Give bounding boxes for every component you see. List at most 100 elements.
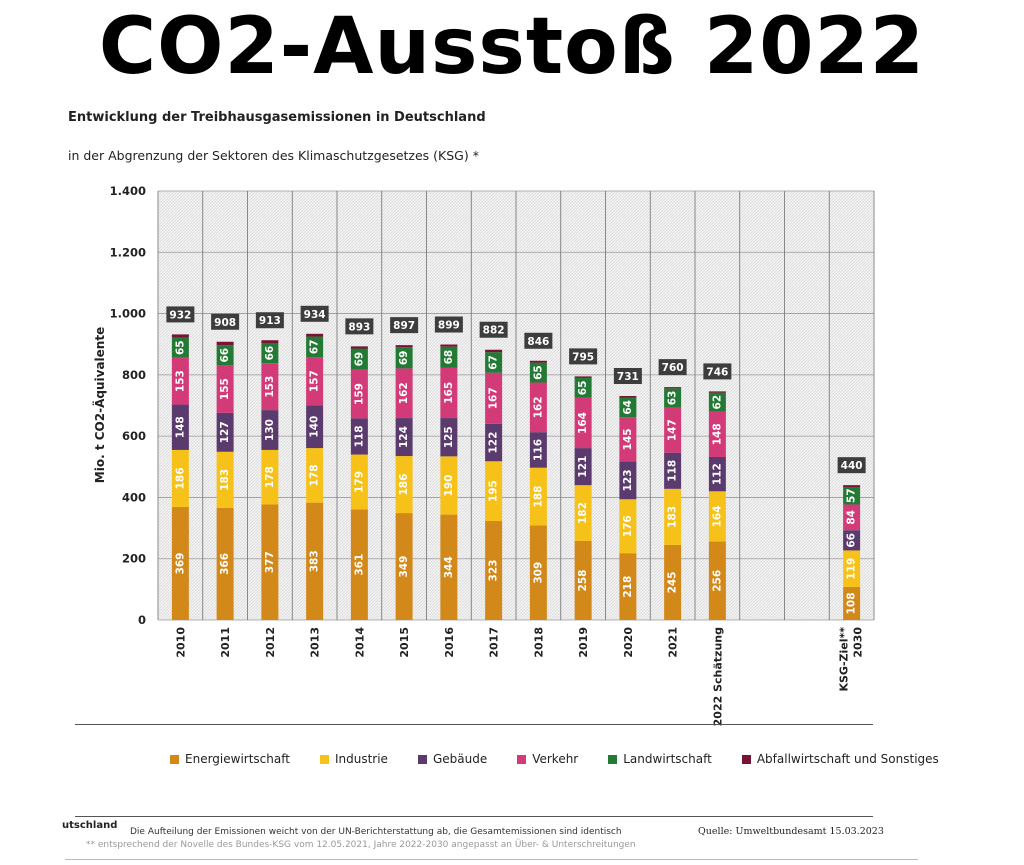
bar-segment bbox=[574, 376, 592, 378]
total-data-label: 795 bbox=[572, 351, 594, 363]
bar-segment bbox=[216, 365, 234, 413]
bar-segment bbox=[664, 388, 682, 408]
bar-segment bbox=[306, 357, 324, 406]
bar-segment bbox=[306, 336, 324, 358]
bar-data-label: 323 bbox=[488, 560, 500, 582]
x-tick-label: 2022 Schätzung bbox=[711, 627, 724, 726]
bar-data-label: 69 bbox=[398, 351, 410, 366]
bar-data-label: 369 bbox=[174, 553, 186, 575]
bar-data-label: 65 bbox=[577, 381, 589, 396]
bar-segment bbox=[261, 504, 279, 620]
bar-data-label: 178 bbox=[309, 464, 321, 486]
legend-swatch bbox=[741, 754, 751, 764]
x-tick-label: 2018 bbox=[532, 627, 545, 658]
bar-segment bbox=[261, 449, 279, 505]
bar-segment bbox=[843, 530, 861, 551]
bar-segment bbox=[485, 352, 503, 373]
legend-swatch bbox=[319, 754, 329, 764]
y-tick-label: 1.400 bbox=[110, 184, 146, 198]
bar-data-label: 155 bbox=[219, 378, 231, 400]
x-tick-label: 2016 bbox=[443, 627, 456, 658]
chart-subtitle-secondary: in der Abgrenzung der Sektoren des Klima… bbox=[68, 148, 479, 163]
bar-data-label: 361 bbox=[353, 554, 365, 576]
bar-data-label: 148 bbox=[174, 416, 186, 438]
total-data-label: 760 bbox=[662, 362, 684, 374]
bar-data-label: 164 bbox=[711, 505, 723, 527]
bar-segment bbox=[350, 509, 368, 620]
legend-swatch bbox=[517, 754, 527, 764]
bar-data-label: 67 bbox=[309, 340, 321, 355]
bar-data-label: 148 bbox=[711, 423, 723, 445]
bar-data-label: 125 bbox=[443, 426, 455, 448]
footer-bottom-divider bbox=[65, 859, 918, 860]
total-data-label: 893 bbox=[348, 321, 370, 333]
bar-segment bbox=[529, 432, 547, 468]
bar-segment bbox=[664, 544, 682, 620]
bar-data-label: 157 bbox=[309, 370, 321, 392]
bar-segment bbox=[440, 344, 458, 347]
bar-data-label: 68 bbox=[443, 350, 455, 365]
y-tick-label: 200 bbox=[122, 552, 146, 566]
bar-data-label: 116 bbox=[532, 439, 544, 461]
bar-segment bbox=[485, 423, 503, 462]
bar-segment bbox=[843, 586, 861, 620]
bar-data-label: 162 bbox=[532, 396, 544, 418]
bar-data-label: 147 bbox=[667, 419, 679, 441]
bar-segment bbox=[708, 456, 726, 492]
bar-segment bbox=[843, 487, 861, 505]
legend-item-landwirtschaft: Landwirtschaft bbox=[608, 752, 712, 766]
total-data-label: 934 bbox=[304, 309, 326, 321]
bar-data-label: 366 bbox=[219, 553, 231, 575]
total-label-box bbox=[837, 457, 866, 474]
chart-legend: Energiewirtschaft Industrie Gebäude Verk… bbox=[170, 752, 939, 766]
bar-segment bbox=[529, 382, 547, 433]
bar-data-label: 159 bbox=[353, 383, 365, 405]
bar-data-label: 65 bbox=[532, 365, 544, 380]
bar-segment bbox=[216, 345, 234, 366]
bar-data-label: 121 bbox=[577, 456, 589, 478]
bar-segment bbox=[619, 396, 637, 398]
bar-data-label: 188 bbox=[532, 486, 544, 508]
bar-data-label: 344 bbox=[443, 556, 455, 578]
bar-data-label: 164 bbox=[577, 412, 589, 434]
bar-data-label: 122 bbox=[488, 432, 500, 454]
bar-data-label: 65 bbox=[174, 340, 186, 355]
bar-data-label: 127 bbox=[219, 421, 231, 443]
x-tick-label: 2011 bbox=[219, 627, 232, 658]
bar-segment bbox=[171, 404, 189, 450]
bar-segment bbox=[306, 502, 324, 620]
legend-label: Landwirtschaft bbox=[623, 752, 712, 766]
bar-segment bbox=[216, 341, 234, 346]
bar-segment bbox=[350, 418, 368, 455]
bar-data-label: 383 bbox=[309, 550, 321, 572]
bar-data-label: 195 bbox=[488, 480, 500, 502]
bar-data-label: 377 bbox=[264, 551, 276, 573]
bar-data-label: 183 bbox=[667, 506, 679, 528]
bar-segment bbox=[843, 504, 861, 531]
legend-label: Energiewirtschaft bbox=[185, 752, 290, 766]
legend-label: Abfallwirtschaft und Sonstiges bbox=[756, 752, 939, 766]
bar-segment bbox=[529, 362, 547, 383]
bar-data-label: 182 bbox=[577, 502, 589, 524]
y-tick-label: 1.200 bbox=[110, 245, 146, 259]
bar-data-label: 108 bbox=[846, 592, 858, 614]
bar-segment bbox=[708, 392, 726, 412]
total-data-label: 846 bbox=[527, 336, 549, 348]
bar-data-label: 165 bbox=[443, 382, 455, 404]
bar-segment bbox=[619, 397, 637, 418]
bar-data-label: 245 bbox=[667, 572, 679, 594]
bar-segment bbox=[664, 452, 682, 489]
bar-segment bbox=[440, 456, 458, 515]
legend-label: Gebäude bbox=[432, 752, 488, 766]
bar-segment bbox=[664, 488, 682, 545]
bar-data-label: 153 bbox=[264, 376, 276, 398]
page-title: CO2-Ausstoß 2022 bbox=[98, 2, 926, 92]
y-tick-label: 800 bbox=[122, 368, 146, 382]
bar-segment bbox=[171, 337, 189, 358]
bar-segment bbox=[485, 521, 503, 620]
legend-label: Industrie bbox=[334, 752, 388, 766]
total-data-label: 746 bbox=[706, 366, 728, 378]
total-label-box bbox=[658, 359, 687, 376]
footnote-2: ** entsprechend der Novelle des Bundes-K… bbox=[86, 840, 636, 850]
footer-divider bbox=[75, 816, 873, 817]
